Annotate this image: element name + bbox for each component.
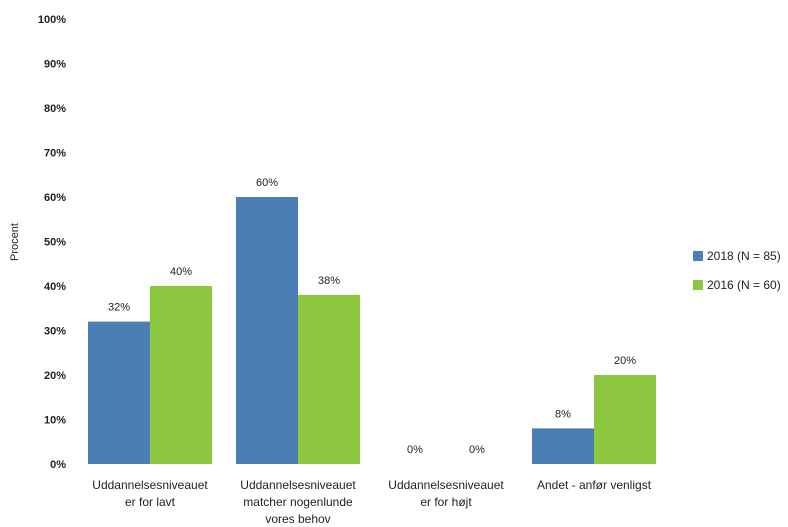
y-tick-label: 10%: [44, 415, 66, 427]
data-label: 38%: [318, 275, 340, 287]
category-label: vores behov: [265, 512, 330, 526]
category-label: Andet - anfør venligst: [537, 478, 652, 492]
y-tick-label: 100%: [38, 14, 66, 26]
bars: [88, 197, 656, 464]
category-label: Uddannelsesniveauet: [92, 478, 208, 492]
category-label: er for højt: [420, 495, 472, 509]
data-label: 60%: [256, 177, 278, 189]
legend: 2018 (N = 85) 2016 (N = 60): [693, 249, 781, 292]
category-label: Uddannelsesniveauet: [388, 478, 504, 492]
category-label: er for lavt: [125, 495, 176, 509]
y-tick-label: 30%: [44, 326, 66, 338]
bar-series-1-cat-1: [298, 294, 360, 464]
legend-label: 2016 (N = 60): [707, 278, 781, 292]
y-tick-label: 80%: [44, 103, 66, 115]
legend-swatch: [693, 280, 703, 290]
category-labels: Uddannelsesniveauet er for lavt Uddannelse…: [92, 478, 651, 526]
bar-series-1-cat-0: [150, 286, 212, 464]
data-label: 0%: [407, 444, 423, 456]
y-tick-label: 50%: [44, 237, 66, 249]
bar-series-0-cat-1: [236, 197, 298, 464]
data-labels: 32% 60% 0% 8% 40% 38% 0% 20%: [108, 177, 636, 456]
category-label: Uddannelsesniveauet: [240, 478, 356, 492]
y-tick-label: 90%: [44, 59, 66, 71]
legend-swatch: [693, 251, 703, 261]
data-label: 0%: [469, 444, 485, 456]
y-axis-ticks: 0% 10% 20% 30% 40% 50% 60% 70% 80% 90% 100%: [38, 14, 66, 471]
y-axis-label: Procent: [9, 223, 21, 261]
data-label: 20%: [614, 355, 636, 367]
bar-series-1-cat-3: [594, 375, 656, 464]
y-tick-label: 40%: [44, 281, 66, 293]
bar-series-0-cat-3: [532, 428, 594, 464]
y-tick-label: 0%: [50, 459, 66, 471]
data-label: 8%: [555, 408, 571, 420]
y-tick-label: 70%: [44, 148, 66, 160]
bar-series-0-cat-0: [88, 321, 150, 464]
category-label: matcher nogenlunde: [243, 495, 353, 509]
data-label: 32%: [108, 302, 130, 314]
y-tick-label: 60%: [44, 192, 66, 204]
data-label: 40%: [170, 266, 192, 278]
legend-label: 2018 (N = 85): [707, 249, 781, 263]
y-tick-label: 20%: [44, 370, 66, 382]
